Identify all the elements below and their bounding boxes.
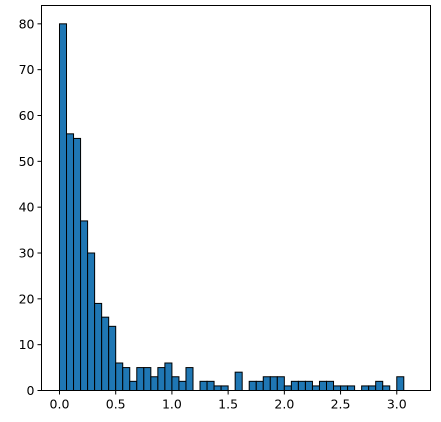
histogram-bar [297,380,306,392]
histogram-bar [136,367,145,392]
histogram-bar [262,376,271,391]
histogram-bar [150,376,159,391]
histogram-bar [101,316,110,391]
y-tick-label: 20 [19,291,35,306]
plot-area-frame [41,5,431,391]
x-tick-label: 1.0 [162,397,182,412]
x-tick-label: 2.0 [274,397,294,412]
histogram-bar [178,380,187,392]
y-axis: 0 10 20 30 40 50 60 70 80 [19,16,42,398]
histogram-bar [248,380,257,392]
y-tick-label: 80 [19,16,35,31]
histogram-bar [269,376,278,391]
y-tick-label: 50 [19,154,35,169]
histogram-bar [283,385,292,391]
histogram-bar [368,385,377,391]
histogram-bar [396,376,405,391]
x-tick-label: 1.5 [218,397,238,412]
x-tick-label: 0.5 [106,397,126,412]
histogram-bar [94,302,103,391]
histogram-bar [255,380,264,392]
y-tick-label: 40 [19,200,35,215]
histogram-bar [108,325,117,392]
histogram-bar [164,362,173,391]
histogram-bar [129,380,138,392]
histogram-bar [199,380,208,392]
histogram-bar [157,367,166,392]
histogram-bar [326,380,335,392]
histogram-bar [143,367,152,392]
histogram-bar [340,385,349,391]
histogram-bar [58,23,68,391]
histogram-bar [311,385,320,391]
y-tick-label: 0 [27,383,35,398]
histogram-bar [347,385,356,391]
histogram-bar [185,367,194,392]
y-tick-label: 70 [19,62,35,77]
histogram-bar [234,371,243,391]
histogram-bar [375,380,384,392]
histogram-bar [122,367,131,392]
histogram-bar [171,376,180,391]
histogram-bar [115,362,124,391]
histogram-bar [87,252,96,391]
histogram-bar [361,385,370,391]
histogram-bar [290,380,299,392]
histogram-bar [206,380,215,392]
x-tick-label: 2.5 [331,397,351,412]
histogram-bar [220,385,229,391]
histogram-bar [382,385,391,391]
x-axis: 0.0 0.5 1.0 1.5 2.0 2.5 3.0 [50,390,407,412]
y-tick-label: 30 [19,246,35,261]
histogram-bar [213,385,222,391]
x-tick-label: 3.0 [387,397,407,412]
histogram-bars [58,23,405,392]
y-tick-label: 60 [19,108,35,123]
histogram-bar [66,133,75,391]
histogram-bar [304,380,313,392]
y-tick-label: 10 [19,337,35,352]
histogram-bar [276,376,285,391]
histogram-bar [73,137,82,391]
histogram-bar [80,220,89,391]
x-tick-label: 0.0 [50,397,70,412]
histogram-bar [318,380,328,392]
histogram-bar [333,385,342,391]
